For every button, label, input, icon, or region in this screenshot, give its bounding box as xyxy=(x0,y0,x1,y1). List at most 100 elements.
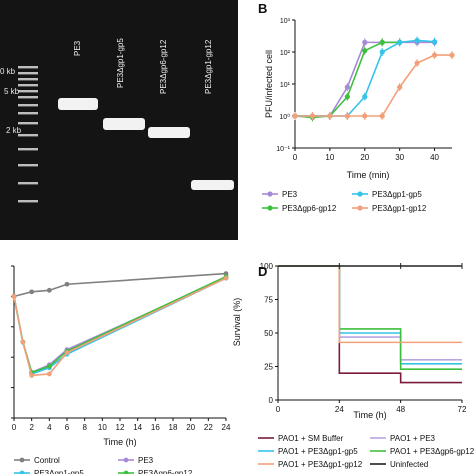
panel-c-point xyxy=(64,350,70,356)
legend-label: PE3Δgp1-gp5 xyxy=(372,190,422,199)
panel-b-y-tick-label: 10⁻¹ xyxy=(276,146,290,153)
panel-c-x-tick-label: 18 xyxy=(169,423,178,432)
ladder-band xyxy=(18,182,38,185)
ladder-label: 5 kb xyxy=(4,87,20,96)
panel-c-point xyxy=(11,294,17,299)
panel-d-series-step xyxy=(278,265,462,361)
panel-c-point xyxy=(223,275,229,281)
panel-c-x-tick-label: 12 xyxy=(116,423,125,432)
gel-band-gp6-gp12 xyxy=(148,127,190,138)
panel-c-series-line xyxy=(13,277,227,377)
panel-b-point xyxy=(327,113,333,119)
panel-c-chart: 0 2 4 6 8 10 12 14 16 18 20 22 24 Time (h) Control PE… xyxy=(11,265,231,474)
panel-b-point xyxy=(362,94,368,100)
ladder-band xyxy=(18,84,38,87)
panel-c-axes: 0 2 4 6 8 10 12 14 16 18 20 22 24 xyxy=(11,265,231,432)
legend-marker xyxy=(267,191,273,197)
ladder-band xyxy=(18,200,38,203)
panel-b-point xyxy=(362,113,368,119)
ladder-band xyxy=(18,122,38,125)
panel-c-x-tick-label: 4 xyxy=(47,423,52,432)
panel-d-x-tick-label: 48 xyxy=(396,405,405,414)
panel-b-point xyxy=(431,39,438,45)
panel-d-y-tick-label: 75 xyxy=(264,296,273,305)
panel-c-x-tick-label: 22 xyxy=(204,423,213,432)
panel-letter-d: D xyxy=(258,264,267,279)
legend-label: PAO1 + PE3Δgp6-gp12 xyxy=(390,447,474,456)
ladder-band xyxy=(18,148,38,151)
legend-label: Uninfected xyxy=(390,460,428,469)
panel-d-series xyxy=(278,263,463,384)
ladder-band xyxy=(18,164,38,167)
lane-label: PE3 xyxy=(73,40,82,56)
legend-marker xyxy=(267,205,273,211)
panel-b-point xyxy=(292,113,298,119)
panel-b-x-tick-label: 30 xyxy=(395,153,404,162)
panel-b-point xyxy=(362,48,368,54)
legend-label: PAO1 + SM Buffer xyxy=(278,434,344,443)
panel-letter-b: B xyxy=(258,1,267,16)
panel-b-x-tick-label: 20 xyxy=(360,153,369,162)
panel-c-x-tick-label: 20 xyxy=(186,423,195,432)
panel-b-point xyxy=(379,113,385,119)
panel-b-series xyxy=(292,36,455,122)
panel-c-point xyxy=(29,373,35,378)
legend-label: PAO1 + PE3Δgp1-gp12 xyxy=(278,460,363,469)
lane-label: PE3Δgp6-gp12 xyxy=(159,39,168,94)
panel-b-point xyxy=(344,94,350,100)
panel-d-axes: 0 24 48 72 0 25 50 75 100 xyxy=(260,262,467,414)
legend-marker xyxy=(357,205,363,211)
panel-b-series-line xyxy=(295,54,452,117)
panel-b-point xyxy=(414,37,420,44)
legend-label: PE3Δgp1-gp12 xyxy=(372,204,427,213)
panel-b-legend: PE3 PE3Δgp1-gp5 PE3Δgp6-gp12 PE3Δgp1-gp12 xyxy=(262,190,427,213)
panel-b-point xyxy=(379,49,385,55)
ladder-band xyxy=(18,78,38,81)
panel-c-x-tick-label: 0 xyxy=(12,423,17,432)
ladder-label: 2 kb xyxy=(6,126,22,135)
panel-c-point xyxy=(64,281,70,287)
panel-b-y-tick-label: 10³ xyxy=(280,18,291,25)
panel-b-x-tick-label: 40 xyxy=(430,153,439,162)
legend-marker xyxy=(19,457,25,463)
panel-c-legend: ControlPE3PE3Δgp1-gp5PE3Δgp6-gp12PE3Δgp1… xyxy=(14,456,193,474)
panel-b-point xyxy=(309,113,316,119)
legend-label: PE3Δgp6-gp12 xyxy=(138,469,193,474)
ladder-band xyxy=(18,90,38,93)
panel-c-point xyxy=(46,371,52,377)
panel-b-point xyxy=(397,39,403,45)
panel-b-y-tick-label: 10² xyxy=(280,50,291,57)
panel-c-x-tick-label: 8 xyxy=(82,423,87,432)
panel-b-x-tick-label: 0 xyxy=(293,153,298,162)
panel-d-x-tick-label: 72 xyxy=(458,405,467,414)
panel-d-series-step xyxy=(278,265,462,370)
legend-label: PE3Δgp6-gp12 xyxy=(282,204,337,213)
ladder-band xyxy=(18,104,38,107)
panel-d-y-tick-label: 25 xyxy=(264,363,273,372)
panel-d-x-tick-label: 24 xyxy=(335,405,344,414)
ladder-band xyxy=(18,66,38,69)
ladder-label: 0 kb xyxy=(0,67,16,76)
ladder-band xyxy=(18,72,38,75)
ladder-band xyxy=(18,96,38,99)
legend-label: PE3Δgp1-gp5 xyxy=(34,469,84,474)
panel-d-y-tick-label: 100 xyxy=(260,262,274,271)
panel-a-gel: 0 kb 5 kb 2 kb PE3 PE3Δgp1-gp5 PE3Δgp6-g… xyxy=(0,0,238,240)
panel-b-x-axis-label: Time (min) xyxy=(347,170,390,180)
legend-label: PAO1 + PE3 xyxy=(390,434,436,443)
panel-c-point xyxy=(20,339,26,345)
legend-label: Control xyxy=(34,456,60,465)
panel-c-point xyxy=(46,287,52,293)
lane-label: PE3Δgp1-gp5 xyxy=(116,38,125,88)
panel-c-series xyxy=(11,271,229,378)
legend-label: PAO1 + PE3Δgp1-gp5 xyxy=(278,447,358,456)
panel-b-chart: 0 10 20 30 40 10⁻¹ 10⁰ 10¹ 10² 10³ Time (min) PFU… xyxy=(262,18,455,213)
panel-c-point xyxy=(29,289,35,295)
panel-d-series-step xyxy=(278,265,462,344)
panel-d-y-axis-label: Survival (%) xyxy=(232,298,242,347)
panel-c-x-tick-label: 10 xyxy=(98,423,107,432)
panel-d-y-tick-label: 0 xyxy=(269,396,274,405)
legend-marker xyxy=(123,457,129,463)
panel-b-point xyxy=(379,39,385,45)
